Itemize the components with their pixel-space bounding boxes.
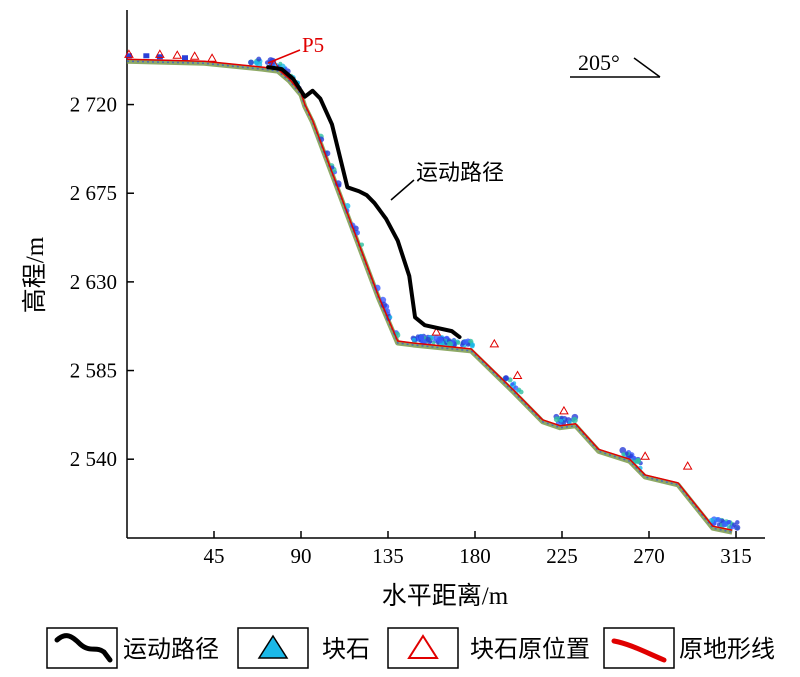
rock-marker: [502, 375, 510, 382]
original-position-marker: [559, 405, 569, 415]
rock-marker: [425, 336, 431, 343]
rock-marker: [619, 446, 627, 454]
original-position-marker: [124, 49, 134, 58]
terrain-band: [126, 58, 733, 535]
legend-original-symbol: [407, 634, 439, 659]
legend-label-rock: 块石: [322, 636, 370, 663]
direction-label: 205°: [578, 50, 620, 75]
path-label-pointer: [390, 179, 415, 201]
y-tick-label: 2 675: [70, 181, 117, 205]
rock-marker: [553, 416, 560, 423]
rock-marker: [632, 455, 637, 461]
rock-marker: [248, 59, 254, 66]
original-position-marker: [512, 370, 523, 379]
terrain-band-texture: [126, 60, 733, 533]
legend-label-path: 运动路径: [123, 636, 219, 663]
legend-terrain-symbol: [611, 638, 667, 663]
x-tick-label: 90: [291, 544, 312, 568]
rock-marker: [447, 341, 453, 347]
legend-label-terrain: 原地形线: [679, 636, 775, 663]
x-tick-label: 45: [204, 544, 225, 568]
original-position-marker: [172, 50, 183, 59]
rock-marker: [727, 519, 732, 525]
rock-marker: [256, 56, 262, 62]
rock-marker: [516, 388, 520, 393]
rock-marker: [715, 517, 722, 523]
x-tick-label: 180: [459, 544, 491, 568]
original-position-marker: [682, 461, 693, 470]
legend-item-terrain: 原地形线: [603, 627, 775, 669]
original-position-marker: [189, 51, 200, 60]
x-tick-label: 225: [546, 544, 578, 568]
y-tick-label: 2 720: [70, 93, 117, 117]
axes: [126, 10, 765, 539]
x-tick-label: 270: [633, 544, 665, 568]
rock-marker: [456, 340, 461, 345]
rock-marker: [436, 336, 444, 344]
rock-marker: [624, 451, 629, 456]
rock-marker: [431, 341, 436, 345]
y-tick-label: 2 540: [70, 447, 117, 471]
rock-marker: [470, 342, 475, 348]
rock-marker: [735, 520, 740, 525]
y-tick-label: 2 585: [70, 359, 117, 383]
legend-item-path: 运动路径: [46, 627, 219, 669]
y-axis-ticks: 2 540 2 585 2 630 2 675 2 720: [70, 93, 134, 471]
rock-marker: [462, 339, 469, 345]
motion-path-line: [266, 65, 462, 340]
rock-marker: [621, 452, 626, 457]
rock-markers: [125, 53, 741, 531]
rock-marker: [731, 522, 737, 528]
p5-label: P5: [302, 33, 324, 57]
rock-marker: [143, 53, 150, 59]
rock-marker: [156, 54, 163, 60]
x-axis-ticks: 45 90 135 180 225 270 315: [204, 531, 752, 568]
series-lines: [126, 58, 733, 531]
rock-marker: [567, 420, 572, 425]
original-position-marker: [640, 451, 650, 460]
rock-marker: [721, 521, 728, 528]
terrain-line: [126, 58, 733, 531]
original-position-marker: [207, 53, 217, 62]
legend-rock-symbol: [257, 634, 289, 659]
x-tick-label: 315: [720, 544, 752, 568]
rock-marker: [411, 337, 416, 342]
rock-marker: [182, 55, 188, 61]
original-position-marker: [489, 338, 500, 348]
legend-item-original: 块石原位置: [387, 627, 590, 669]
x-tick-label: 135: [372, 544, 404, 568]
rock-marker: [418, 334, 425, 341]
rock-marker: [388, 315, 393, 320]
y-tick-label: 2 630: [70, 270, 117, 294]
legend-label-original: 块石原位置: [470, 636, 590, 663]
rock-marker: [253, 60, 259, 65]
rock-marker: [359, 242, 365, 247]
original-rock-positions: [124, 49, 693, 470]
rock-marker: [278, 61, 283, 66]
direction-indicator: 205°: [570, 50, 661, 78]
original-position-marker: [155, 49, 165, 58]
original-position-marker: [431, 327, 442, 336]
rock-marker: [559, 418, 564, 423]
legend-path-symbol: [54, 633, 113, 663]
path-label: 运动路径: [416, 160, 504, 185]
legend-item-rock: 块石: [237, 627, 370, 669]
rock-marker: [510, 382, 515, 386]
rock-marker: [337, 183, 342, 188]
p5-pointer: [267, 49, 301, 64]
rock-marker: [571, 416, 578, 424]
rock-marker: [125, 53, 132, 59]
y-axis-title: 高程/m: [21, 236, 49, 313]
x-axis-title: 水平距离/m: [382, 582, 509, 610]
legend: 运动路径 块石 块石原位置 原地形线: [46, 627, 775, 669]
